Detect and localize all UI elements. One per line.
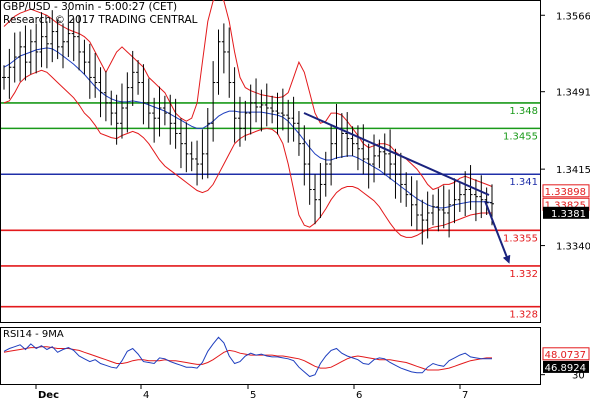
bands-layer <box>3 0 493 238</box>
chart-title: GBP/USD - 30min - 5:00:27 (CET) <box>3 1 178 13</box>
value-badge <box>542 184 590 198</box>
rsi-line <box>3 336 492 378</box>
value-badge-label: 48.0737 <box>545 350 586 361</box>
level-label: 1.328 <box>509 310 538 321</box>
x-tick-label: 6 <box>356 390 362 400</box>
rsi-layer: RSI14 - 9MA <box>3 329 492 378</box>
x-tick-label: 7 <box>462 390 468 400</box>
value-badge <box>543 206 589 219</box>
trendline <box>303 112 490 196</box>
x-tick-label: Dec <box>38 390 59 400</box>
level-label: 1.332 <box>509 269 538 280</box>
level-label: 1.3355 <box>503 233 538 244</box>
projection-arrow <box>484 200 511 264</box>
value-badge <box>543 360 589 373</box>
rsi-y-tick-label: 30 <box>572 371 585 382</box>
x-tick-label: 5 <box>250 390 256 400</box>
value-badge-label: 1.33898 <box>545 187 586 198</box>
rsi-panel <box>0 327 541 385</box>
axes-layer: 1.3566 1.3491 1.3415 1.3340 30 Dec 4 5 6 7 <box>35 11 590 400</box>
level-label: 1.348 <box>509 106 538 117</box>
value-badge-label: 46.8924 <box>545 363 586 374</box>
price-bars-layer <box>2 9 494 245</box>
x-tick-label: 4 <box>143 390 149 400</box>
value-badge-label: 1.3381 <box>551 209 586 220</box>
price-panel <box>0 0 541 323</box>
bollinger-upper-line <box>3 0 493 191</box>
chart-copyright: Research © 2017 TRADING CENTRAL <box>3 14 198 26</box>
y-tick-label: 1.3491 <box>556 88 590 99</box>
value-badge <box>542 347 590 361</box>
rsi-label: RSI14 - 9MA <box>3 329 64 340</box>
bollinger-lower-line <box>3 69 492 238</box>
y-tick-label: 1.3566 <box>556 11 590 22</box>
level-label: 1.341 <box>509 177 538 188</box>
value-badge-label: 1.33825 <box>545 200 586 211</box>
y-tick-label: 1.3415 <box>556 165 590 176</box>
y-tick-label: 1.3340 <box>556 242 590 253</box>
trendline-layer <box>303 112 511 264</box>
level-label: 1.3455 <box>503 131 538 142</box>
moving-average-line <box>3 47 493 209</box>
levels-layer: 1.348 1.3455 1.341 1.3355 1.332 1.328 <box>1 102 540 321</box>
